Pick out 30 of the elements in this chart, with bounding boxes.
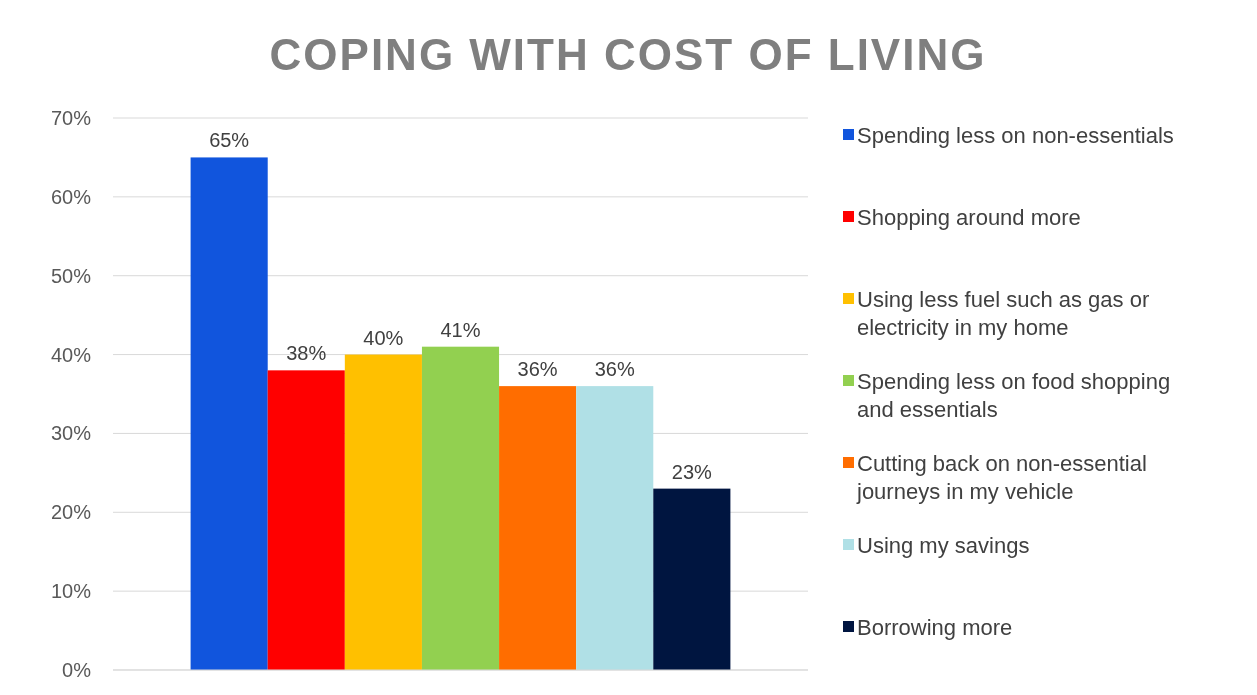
legend-label: Spending less on non-essentials (857, 123, 1174, 148)
data-label: 36% (517, 358, 558, 381)
data-label: 38% (286, 342, 327, 365)
chart-title: COPING WITH COST OF LIVING (269, 30, 987, 79)
bar (267, 370, 345, 670)
y-tick-label: 50% (50, 264, 92, 287)
bar (421, 346, 500, 670)
bar (653, 488, 731, 670)
legend-label: Using my savings (857, 533, 1030, 558)
y-tick-label: 0% (62, 659, 92, 681)
y-tick-label: 10% (50, 580, 92, 603)
legend-label: Borrowing more (857, 615, 1013, 640)
data-label: 65% (209, 129, 250, 152)
bar (499, 386, 577, 670)
y-tick-label: 20% (50, 501, 92, 524)
y-tick-label: 60% (50, 185, 92, 208)
legend-label: Using less fuel such as gas or electricity in my home (857, 287, 1150, 340)
legend-label: Shopping around more (857, 205, 1081, 230)
y-tick-label: 30% (50, 422, 92, 445)
bar (190, 157, 268, 670)
data-label: 40% (363, 326, 404, 349)
y-tick-label: 70% (50, 107, 92, 129)
y-tick-label: 40% (50, 343, 92, 366)
data-label: 23% (671, 460, 713, 483)
legend-label: Spending less on food shopping and essentials (857, 369, 1171, 422)
bar (576, 386, 654, 670)
bar (344, 354, 422, 670)
legend-label: Cutting back on non-essential journeys in my vehicle (856, 451, 1147, 504)
data-label: 41% (440, 318, 481, 341)
data-label: 36% (594, 358, 635, 381)
